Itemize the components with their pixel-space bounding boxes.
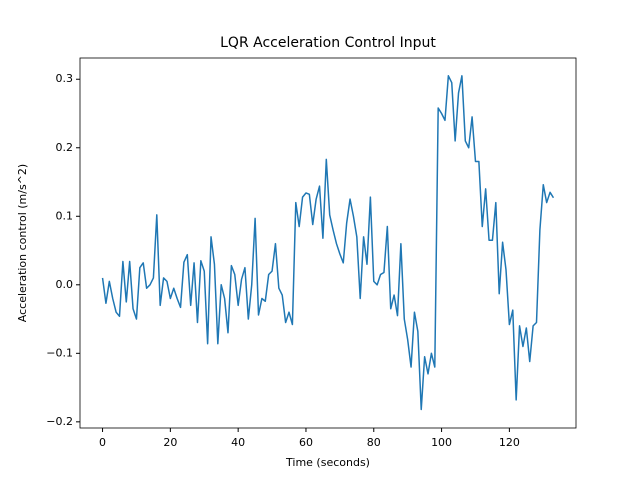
y-tick-label: 0.2 bbox=[56, 141, 74, 154]
y-tick-label: 0.0 bbox=[56, 278, 74, 291]
plot-frame bbox=[79, 57, 577, 429]
y-tick-label: −0.2 bbox=[46, 415, 73, 428]
data-line bbox=[101, 75, 555, 411]
x-tick-label: 0 bbox=[99, 436, 106, 449]
x-tick-label: 60 bbox=[299, 436, 313, 449]
y-tick-label: 0.3 bbox=[56, 72, 74, 85]
y-axis-label: Acceleration control (m/s^2) bbox=[16, 164, 29, 322]
x-tick-label: 40 bbox=[231, 436, 245, 449]
y-tick-label: 0.1 bbox=[56, 209, 74, 222]
x-axis-label: Time (seconds) bbox=[285, 456, 370, 469]
x-tick-label: 20 bbox=[163, 436, 177, 449]
y-tick-label: −0.1 bbox=[46, 346, 73, 359]
x-tick-label: 80 bbox=[367, 436, 381, 449]
x-tick-label: 100 bbox=[431, 436, 452, 449]
x-tick-label: 120 bbox=[499, 436, 520, 449]
chart-title: LQR Acceleration Control Input bbox=[220, 35, 436, 51]
